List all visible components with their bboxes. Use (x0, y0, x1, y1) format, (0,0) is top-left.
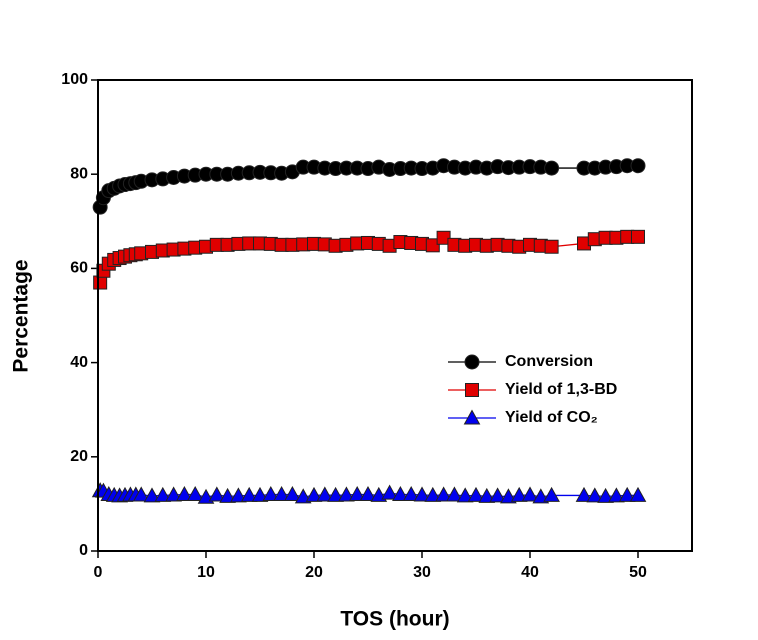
marker (463, 409, 481, 425)
x-axis-label: TOS (hour) (340, 608, 449, 631)
marker (176, 485, 193, 501)
marker (446, 486, 463, 502)
marker (219, 487, 236, 503)
x-tick-label: 0 (94, 564, 103, 581)
marker (359, 485, 377, 501)
marker (631, 229, 645, 244)
marker (510, 486, 528, 502)
marker (436, 230, 451, 245)
marker (154, 486, 172, 502)
marker (521, 486, 539, 502)
marker (208, 486, 226, 502)
marker (464, 354, 480, 370)
marker (262, 485, 280, 501)
marker (544, 239, 559, 254)
marker (143, 487, 161, 503)
y-tick-label: 100 (61, 71, 88, 88)
marker (597, 487, 614, 503)
x-tick-label: 50 (629, 564, 647, 581)
legend-label: Yield of CO₂ (505, 409, 598, 426)
marker (402, 485, 420, 501)
marker (456, 487, 474, 503)
marker (424, 486, 442, 502)
plot-frame (97, 79, 693, 552)
marker (489, 487, 506, 503)
legend-item: Yield of CO₂ (448, 409, 598, 426)
legend-label: Yield of 1,3-BD (505, 381, 617, 398)
y-tick-label: 80 (70, 165, 88, 182)
marker (240, 486, 258, 502)
x-tick-label: 20 (305, 564, 323, 581)
marker (305, 486, 323, 502)
marker (165, 486, 182, 502)
marker (186, 485, 204, 501)
legend-item: Conversion (448, 353, 593, 370)
marker (586, 487, 604, 503)
legend-label: Conversion (505, 353, 593, 370)
y-tick-label: 60 (70, 260, 88, 277)
x-tick-label: 40 (521, 564, 539, 581)
marker (392, 485, 409, 501)
marker (608, 487, 625, 503)
legend-item: Yield of 1,3-BD (448, 381, 617, 398)
marker (348, 485, 366, 501)
marker (630, 158, 646, 174)
marker (381, 484, 398, 500)
marker (478, 487, 496, 503)
marker (500, 488, 517, 504)
marker (629, 486, 647, 502)
marker (132, 486, 150, 502)
marker (273, 485, 290, 501)
marker (93, 275, 108, 290)
marker (575, 486, 593, 502)
marker (294, 488, 312, 504)
marker (338, 486, 355, 502)
y-tick-label: 0 (79, 542, 88, 559)
marker (284, 485, 301, 501)
marker (543, 486, 560, 502)
marker (532, 488, 550, 504)
marker (425, 238, 440, 253)
marker (618, 486, 636, 502)
x-tick-label: 10 (197, 564, 215, 581)
marker (435, 486, 452, 502)
marker (230, 487, 247, 503)
marker (413, 486, 431, 502)
marker (316, 486, 334, 502)
marker (544, 160, 560, 176)
y-axis-label: Percentage (10, 259, 33, 372)
y-tick-label: 20 (70, 448, 88, 465)
marker (327, 486, 344, 502)
x-tick-label: 30 (413, 564, 431, 581)
y-tick-label: 40 (70, 354, 88, 371)
marker (465, 383, 479, 397)
marker (467, 486, 485, 502)
marker (251, 486, 269, 502)
